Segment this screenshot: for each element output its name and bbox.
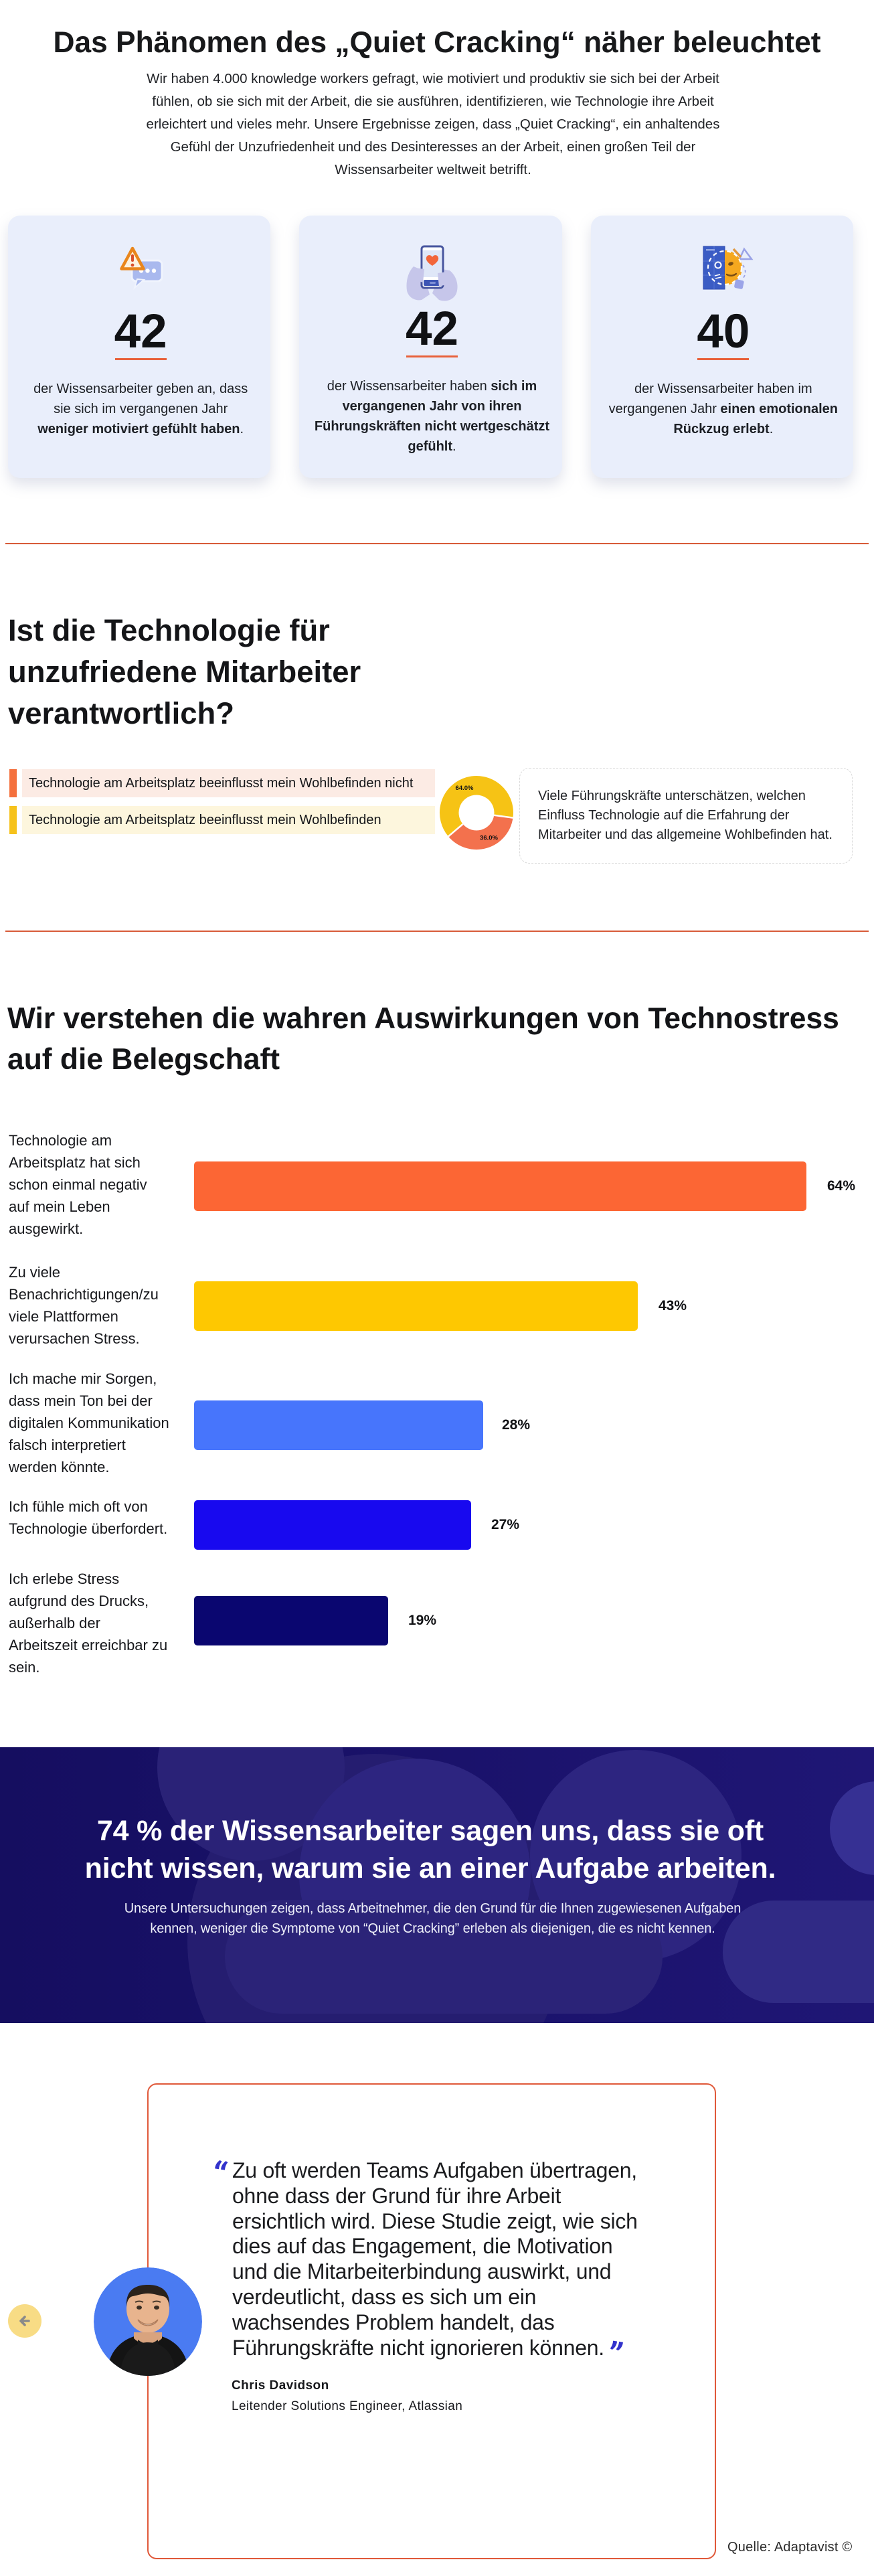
svg-text:64.0%: 64.0% <box>456 785 474 792</box>
svg-text:36.0%: 36.0% <box>480 835 498 842</box>
